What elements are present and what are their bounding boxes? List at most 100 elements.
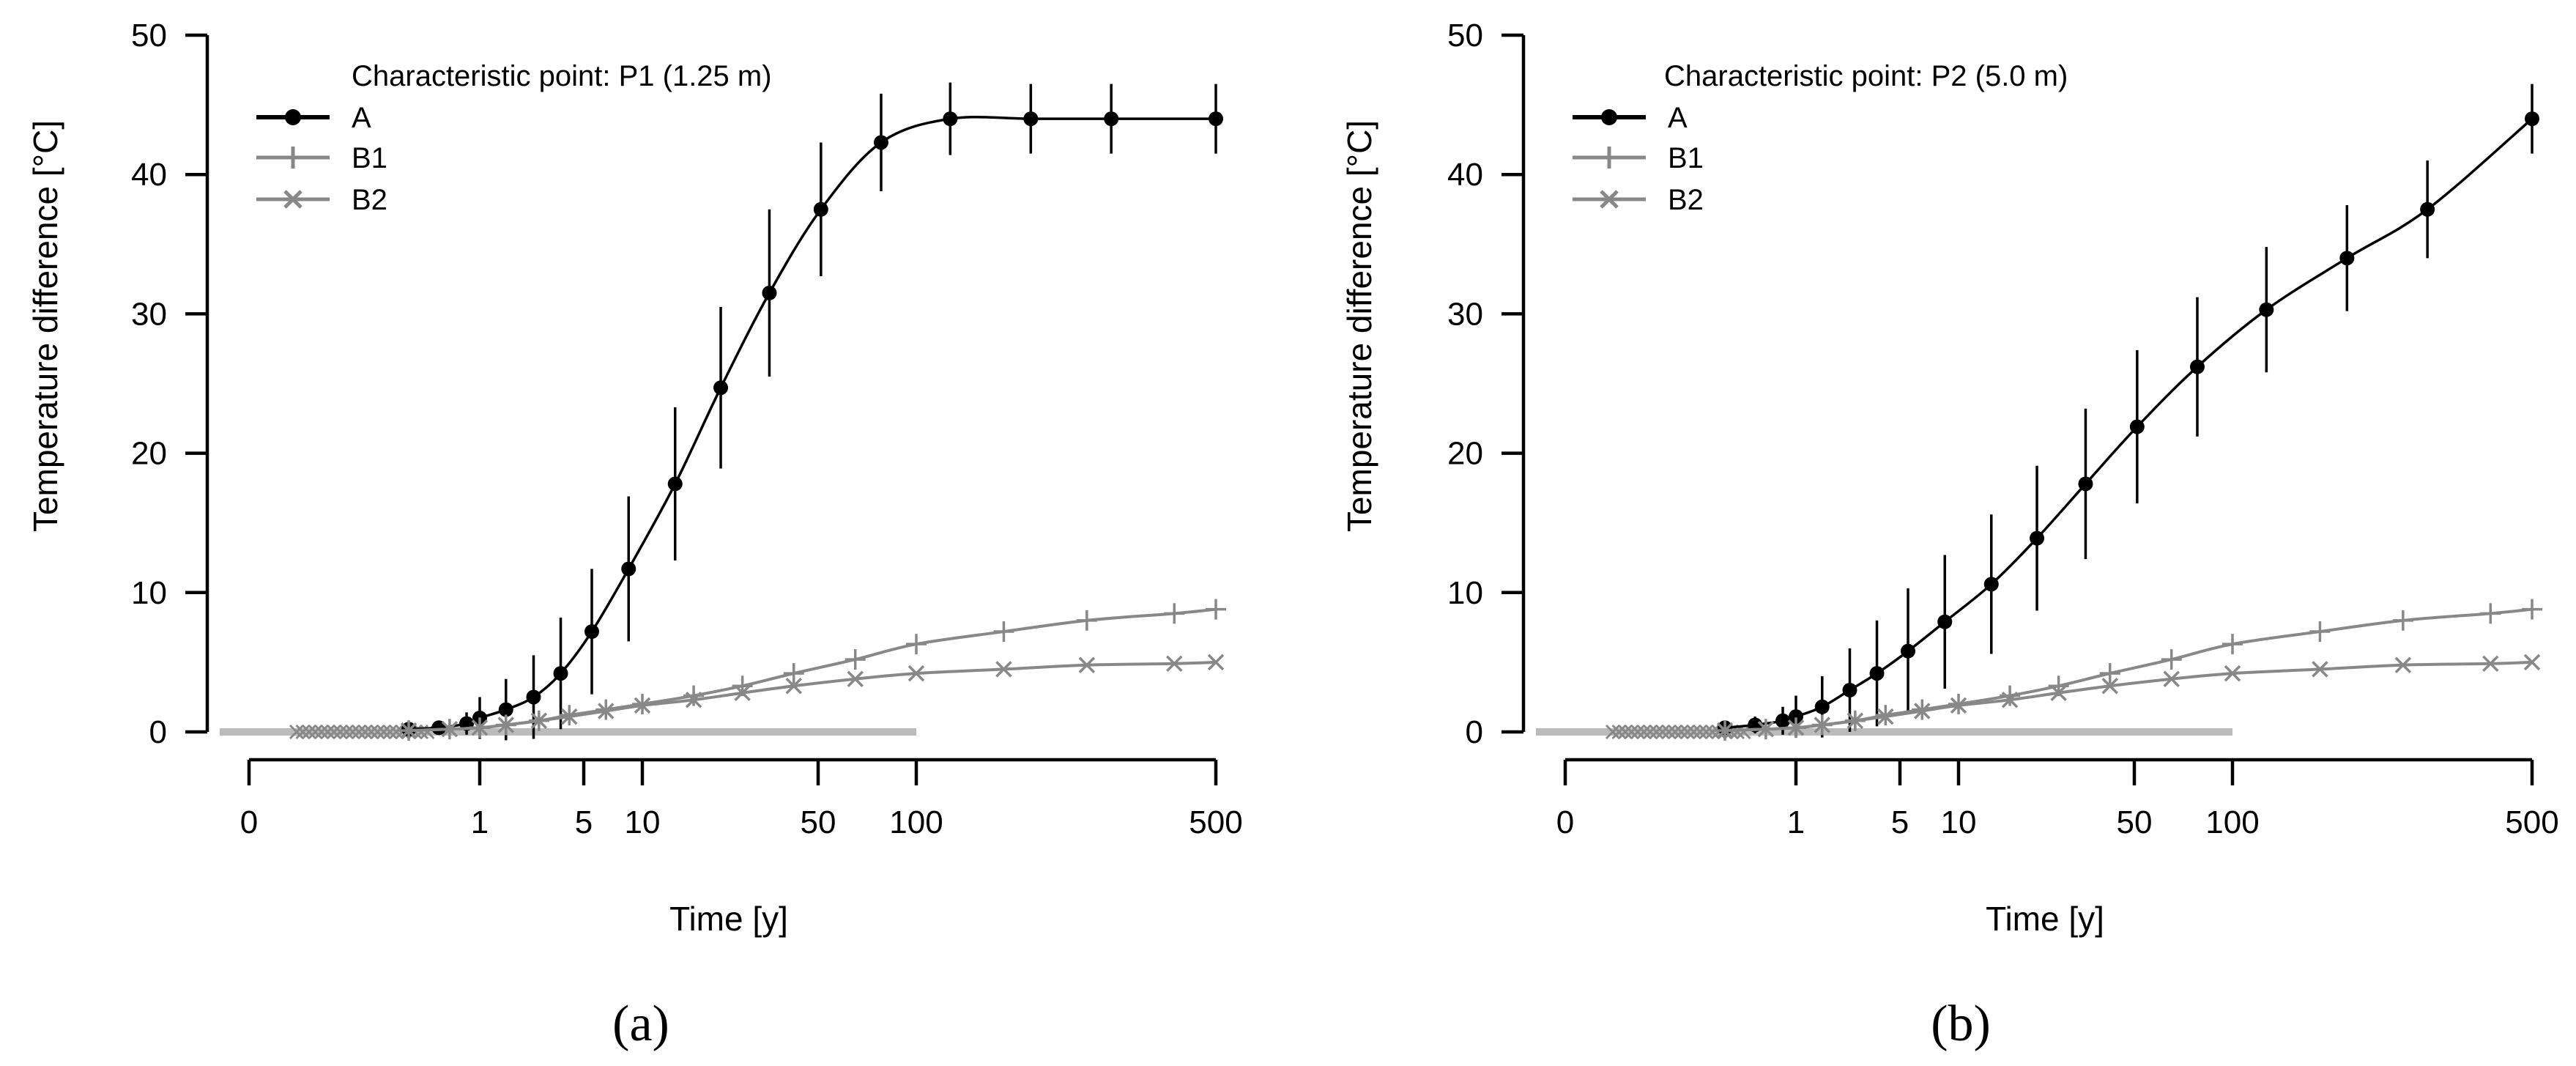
series-a-point-b [2030, 530, 2045, 546]
early-marker-a [320, 724, 335, 740]
series-b2-point-a [734, 684, 751, 701]
legend-label-a-b: A [1668, 102, 1688, 134]
y-tick-label-b: 0 [1466, 714, 1483, 750]
panel-label-b: (b) [1931, 996, 1991, 1052]
y-tick-label-b: 20 [1447, 436, 1483, 472]
series-a-point-a [762, 285, 777, 300]
series-b2-point-a [847, 670, 864, 687]
legend-title-a: Characteristic point: P1 (1.25 m) [352, 60, 772, 92]
series-a-point-a [584, 624, 600, 640]
series-b2-point-a [598, 703, 615, 719]
series-b2-point-a [1078, 656, 1096, 673]
series-b2-point-b [2312, 661, 2328, 678]
early-marker-b [1642, 724, 1658, 740]
series-b2-point-b [2001, 692, 2019, 708]
early-marker-a [326, 724, 342, 740]
x-tick-label-a: 100 [889, 804, 943, 840]
y-tick-label-a: 40 [131, 157, 167, 193]
early-marker-a [388, 724, 404, 740]
y-tick-label-a: 10 [131, 575, 167, 611]
early-marker-b [1655, 724, 1671, 740]
y-tick-label-b: 10 [1447, 575, 1483, 611]
y-tick-label-b: 30 [1447, 296, 1483, 332]
x-tick-label-a: 5 [575, 804, 593, 840]
legend-label-a-a: A [352, 102, 371, 134]
y-tick-label-b: 40 [1447, 157, 1483, 193]
series-a-point-a [667, 476, 683, 492]
series-b2-point-a [530, 712, 548, 730]
y-tick-label-a: 0 [149, 714, 167, 750]
series-a-point-b [1814, 699, 1830, 714]
x-tick-label-b: 100 [2205, 804, 2259, 840]
series-b1-line-b [1724, 607, 2533, 733]
series-a-point-a [943, 111, 958, 127]
early-marker-a [370, 724, 385, 740]
early-marker-a [357, 724, 373, 740]
early-marker-b [1692, 724, 1708, 740]
series-b2-point-b [2050, 684, 2067, 701]
series-b2-point-a [400, 722, 417, 739]
early-marker-a [313, 724, 330, 740]
series-b2-point-a [561, 708, 578, 725]
series-a-point-b [2525, 111, 2539, 127]
early-marker-b [1624, 724, 1639, 740]
series-a-point-a [553, 666, 568, 681]
x-tick-label-a: 50 [801, 804, 836, 840]
x-axis-title-b: Time [y] [1986, 900, 2104, 938]
series-b1-line-a [408, 607, 1217, 733]
y-tick-label-a: 30 [131, 296, 167, 332]
early-marker-a [301, 724, 317, 740]
series-b2-point-a [471, 719, 489, 736]
series-b2-point-b [1914, 703, 1931, 719]
series-b2-point-b [1814, 717, 1831, 733]
series-b2-point-b [1877, 708, 1894, 725]
series-b2-point-b [1950, 697, 1967, 714]
x-tick-label-a: 0 [240, 804, 258, 840]
early-marker-b [1679, 724, 1696, 740]
series-a-point-b [2189, 359, 2205, 374]
series-b2-point-b [1757, 720, 1775, 738]
series-b2-point-a [1207, 654, 1225, 671]
x-tick-label-a: 500 [1189, 804, 1242, 840]
x-tick-label-b: 500 [2505, 804, 2558, 840]
x-tick-label-a: 1 [471, 804, 489, 840]
legend-title-b: Characteristic point: P2 (5.0 m) [1664, 60, 2068, 92]
series-a-point-a [498, 702, 513, 717]
series-b2-point-b [1787, 719, 1805, 736]
early-marker-b [1611, 724, 1627, 740]
early-marker-b [1636, 724, 1652, 740]
y-axis-title-b: Temperature difference [°C] [1340, 120, 1378, 532]
early-marker-a [333, 724, 348, 740]
series-b2-point-a [995, 661, 1012, 678]
series-b2-point-a [685, 692, 702, 708]
early-marker-a [338, 724, 355, 740]
legend-marker-b2-b [1600, 190, 1619, 209]
legend-label-b1-b: B1 [1668, 142, 1704, 174]
series-a-point-b [2078, 476, 2093, 492]
series-a-point-b [1983, 577, 1999, 592]
x-tick-label-b: 10 [1941, 804, 1977, 840]
series-a-point-b [2129, 419, 2145, 434]
x-tick-label-b: 50 [2117, 804, 2153, 840]
early-marker-a [295, 724, 311, 740]
series-b2-point-b [2482, 655, 2499, 673]
early-marker-b [1661, 724, 1677, 740]
legend-label-b2-a: B2 [352, 184, 387, 216]
series-a-point-a [713, 380, 729, 396]
early-marker-a [345, 724, 360, 740]
y-tick-label-a: 50 [131, 18, 167, 53]
series-b2-point-b [2394, 656, 2412, 673]
legend-label-b1-a: B1 [352, 142, 387, 174]
series-b2-point-b [2101, 677, 2118, 695]
series-a-point-b [1789, 709, 1803, 725]
panel-label-a: (a) [612, 996, 669, 1052]
series-a-point-a [813, 201, 828, 217]
x-tick-label-a: 10 [625, 804, 661, 840]
series-a-point-b [1901, 643, 1916, 659]
series-a-point-a [431, 720, 447, 736]
